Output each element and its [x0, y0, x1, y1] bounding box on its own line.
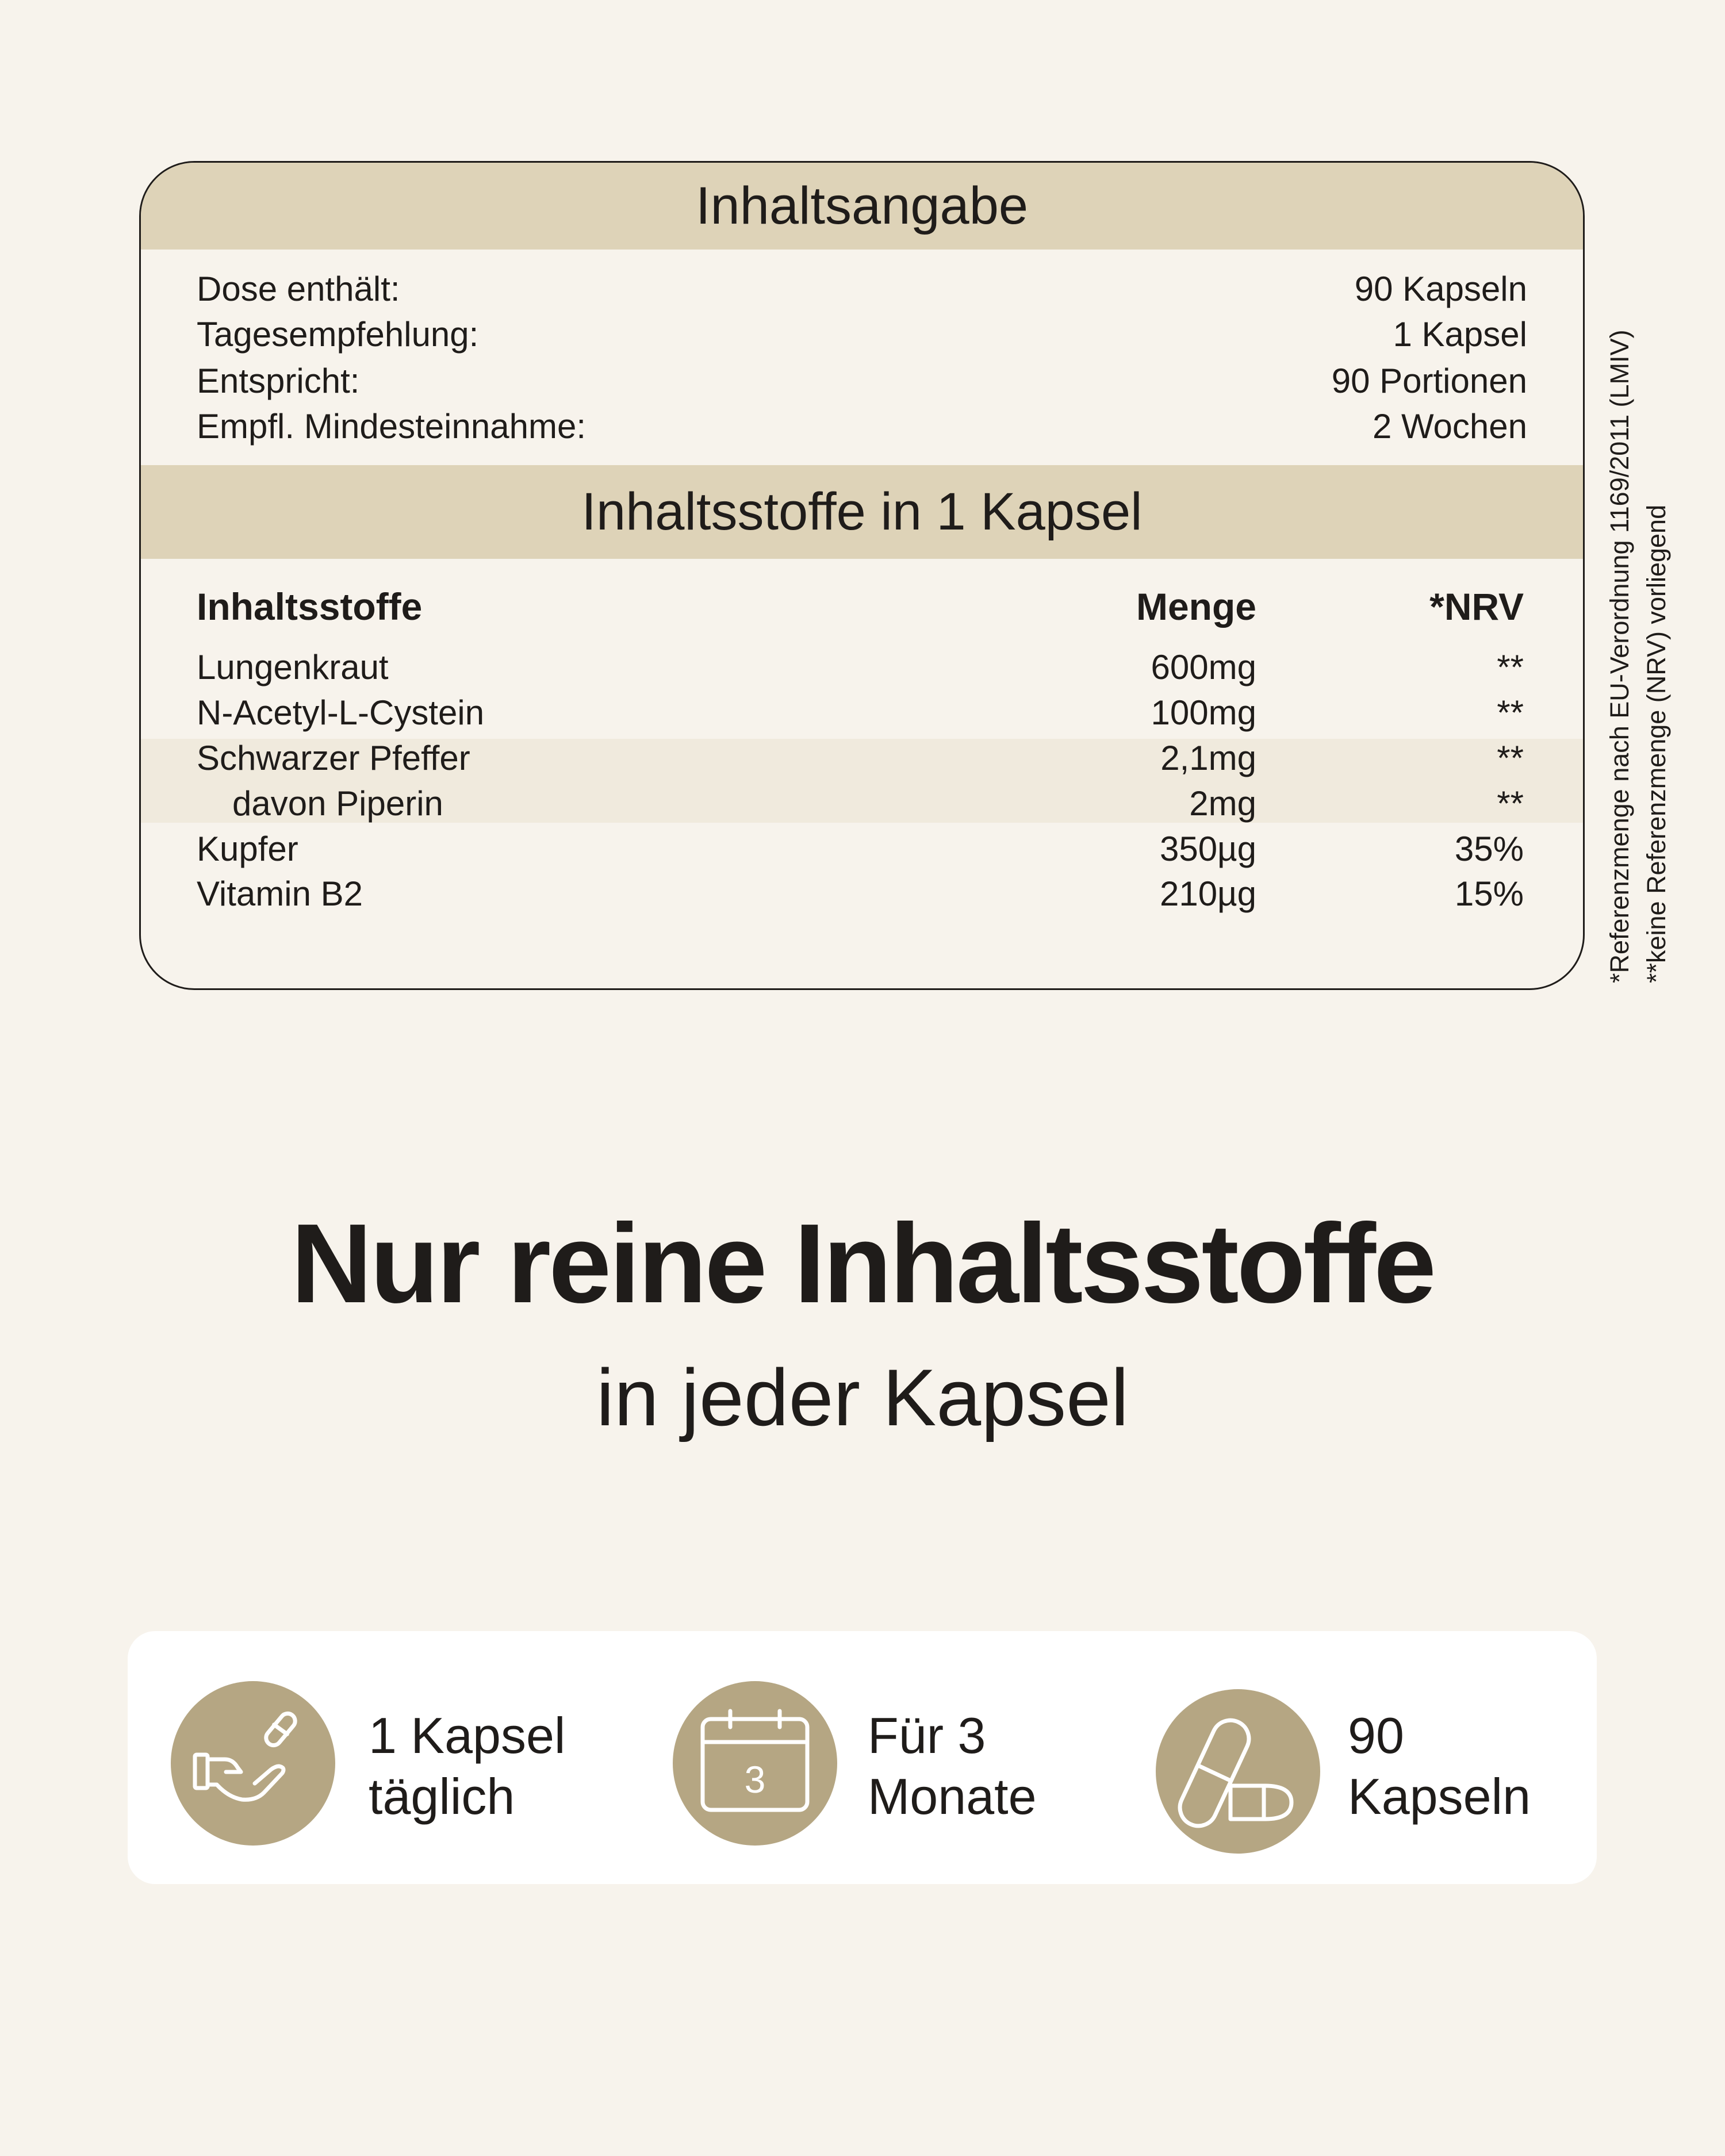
nutrition-card: Inhaltsangabe Dose enthält: 90 Kapseln Ta… — [139, 161, 1585, 990]
hand-capsule-icon — [171, 1681, 335, 1846]
table-row: Vitamin B2 210µg 15% — [197, 872, 1524, 916]
ingredient-name: Lungenkraut — [197, 648, 389, 686]
feature-line: 1 Kapsel — [369, 1707, 566, 1764]
ingredient-nrv: ** — [1497, 739, 1524, 777]
table-row: Schwarzer Pfeffer 2,1mg ** — [197, 736, 1524, 781]
ingredient-amount: 100mg — [1151, 693, 1256, 732]
ingredient-name: Vitamin B2 — [197, 874, 363, 913]
highlight-row-band — [141, 739, 1583, 823]
summary-title: Inhaltsangabe — [141, 163, 1583, 250]
header-amount: Menge — [1136, 585, 1256, 628]
summary-value: 1 Kapsel — [1393, 315, 1528, 354]
capsules-icon — [1156, 1689, 1320, 1854]
summary-value: 2 Wochen — [1372, 407, 1527, 446]
ingredient-nrv: 15% — [1454, 874, 1524, 913]
ingredient-amount: 350µg — [1159, 830, 1256, 868]
footnote-nrv: *Referenzmenge nach EU-Verordnung 1169/2… — [1605, 329, 1634, 983]
summary-value: 90 Kapseln — [1354, 270, 1527, 308]
summary-row: Dose enthält: 90 Kapseln — [197, 267, 1527, 312]
summary-label: Dose enthält: — [197, 270, 400, 308]
summary-row: Empfl. Mindesteinnahme: 2 Wochen — [197, 404, 1527, 449]
feature-duration: Für 3 Monate — [868, 1705, 1037, 1827]
ingredient-amount: 2mg — [1189, 784, 1256, 823]
summary-value: 90 Portionen — [1331, 362, 1527, 400]
summary-label: Empfl. Mindesteinnahme: — [197, 407, 586, 446]
ingredient-amount: 210µg — [1159, 874, 1256, 913]
feature-line: Kapseln — [1348, 1768, 1531, 1825]
footnotes: *Referenzmenge nach EU-Verordnung 1169/2… — [1601, 329, 1675, 983]
table-row: Lungenkraut 600mg ** — [197, 645, 1524, 690]
feature-line: 90 — [1348, 1707, 1404, 1764]
table-row: davon Piperin 2mg ** — [197, 781, 1524, 826]
calendar-icon: 3 — [673, 1681, 837, 1846]
features-panel: 1 Kapsel täglich 3 Für 3 Monate 90 Kapseln — [128, 1631, 1597, 1884]
ingredient-amount: 600mg — [1151, 648, 1256, 686]
summary-label: Entspricht: — [197, 362, 360, 400]
table-row: Kupfer 350µg 35% — [197, 827, 1524, 872]
ingredient-nrv: ** — [1497, 784, 1524, 823]
summary-row: Entspricht: 90 Portionen — [197, 359, 1527, 404]
footnote-no-nrv: **keine Referenzmenge (NRV) vorliegend — [1642, 504, 1671, 983]
ingredient-nrv: 35% — [1454, 830, 1524, 868]
svg-text:3: 3 — [745, 1758, 766, 1801]
ingredient-amount: 2,1mg — [1160, 739, 1256, 777]
header-nrv: *NRV — [1429, 585, 1524, 628]
ingredient-name: davon Piperin — [232, 784, 443, 823]
feature-line: täglich — [369, 1768, 515, 1825]
feature-line: Monate — [868, 1768, 1037, 1825]
ingredient-nrv: ** — [1497, 693, 1524, 732]
ingredients-title: Inhaltsstoffe in 1 Kapsel — [141, 465, 1583, 559]
ingredient-name: Kupfer — [197, 830, 298, 868]
ingredient-name: N-Acetyl-L-Cystein — [197, 693, 485, 732]
summary-row: Tagesempfehlung: 1 Kapsel — [197, 312, 1527, 357]
table-row: N-Acetyl-L-Cystein 100mg ** — [197, 690, 1524, 735]
table-header: Inhaltsstoffe Menge *NRV — [197, 584, 1524, 629]
hero-title: Nur reine Inhaltsstoffe — [290, 1200, 1436, 1326]
feature-line: Für 3 — [868, 1707, 986, 1764]
ingredient-nrv: ** — [1497, 648, 1524, 686]
header-name: Inhaltsstoffe — [197, 585, 423, 628]
summary-label: Tagesempfehlung: — [197, 315, 479, 354]
hero-subtitle: in jeder Kapsel — [596, 1352, 1129, 1443]
feature-daily: 1 Kapsel täglich — [369, 1705, 565, 1827]
ingredient-name: Schwarzer Pfeffer — [197, 739, 470, 777]
feature-count: 90 Kapseln — [1348, 1705, 1531, 1827]
